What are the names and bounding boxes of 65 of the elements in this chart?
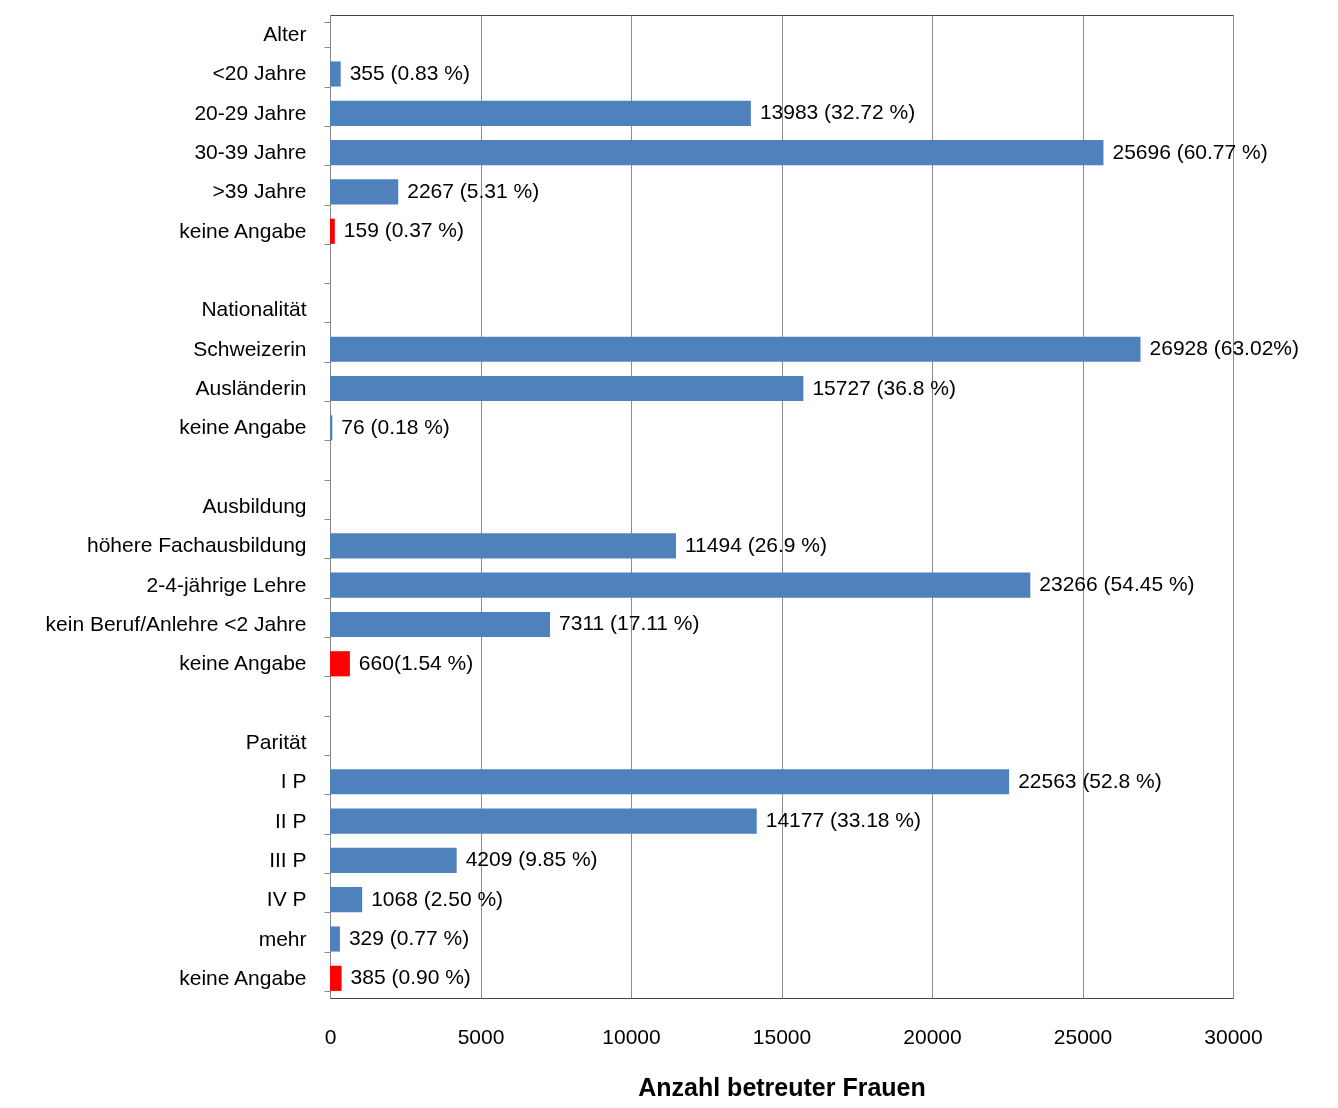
x-tick-label: 30000 [1204,1024,1263,1048]
data-label: 329 (0.77 %) [348,926,470,950]
data-label: 1068 (2.50 %) [371,886,504,910]
y-tick-label: keine Angabe [179,415,307,439]
bar [330,651,350,677]
bar [330,218,335,244]
bar [330,61,341,87]
y-tick-label: keine Angabe [179,218,307,242]
bar [330,336,1141,362]
y-tick-label: höhere Fachausbildung [87,533,307,557]
x-tick-label: 5000 [457,1024,505,1048]
data-label: 14177 (33.18 %) [765,808,922,832]
data-label: 22563 (52.8 %) [1018,768,1162,792]
y-tick-label: Schweizerin [193,336,307,360]
x-tick-label: 15000 [752,1024,812,1048]
data-label: 23266 (54.45 %) [1039,572,1195,596]
bar [330,887,363,913]
y-tick-label: <20 Jahre [212,61,307,85]
bar [330,808,757,834]
y-tick-label: I P [280,769,307,793]
bar [330,533,676,559]
data-label: 385 (0.90 %) [350,965,471,989]
x-axis-title: Anzahl betreuter Frauen [638,1072,926,1101]
bar [330,611,551,638]
data-label: 76 (0.18 %) [341,414,450,438]
y-tick-label: II P [274,808,307,832]
data-label: 25696 (60.77 %) [1112,139,1268,163]
y-tick-label: Parität [245,729,307,753]
y-tick-label: mehr [258,926,307,950]
y-tick-label: Ausbildung [202,494,307,517]
y-tick-label: keine Angabe [179,965,307,989]
y-tick-label: 20-29 Jahre [194,100,307,124]
bar [330,769,1010,795]
y-tick-label: Nationalität [201,297,307,321]
y-tick-label: Alter [263,22,307,46]
y-tick-label: IV P [266,887,307,911]
x-tick-label: 0 [324,1024,337,1048]
y-tick-label: Ausländerin [195,376,307,400]
x-tick-label: 20000 [903,1024,962,1048]
data-label: 11494 (26.9 %) [684,532,828,556]
data-label: 15727 (36.8 %) [812,375,956,399]
data-label: 4209 (9.85 %) [465,847,598,871]
bar [330,965,342,991]
y-tick-label: >39 Jahre [212,179,307,203]
y-tick-label: keine Angabe [179,651,307,675]
y-tick-label: 30-39 Jahre [194,140,307,164]
bar [330,572,1031,598]
data-label: 7311 (17.11 %) [559,611,700,635]
data-label: 159 (0.37 %) [343,218,465,242]
bar [330,100,751,126]
bar [330,140,1104,166]
data-label: 26928 (63.02%) [1149,336,1299,360]
bar [330,179,399,205]
bar [330,847,457,873]
y-tick-label: III P [269,847,307,871]
x-tick-label: 10000 [602,1024,661,1048]
y-tick-label: kein Beruf/Anlehre <2 Jahre [45,611,307,635]
x-tick-label: 25000 [1053,1024,1113,1048]
bar [330,926,340,952]
data-label: 355 (0.83 %) [349,60,470,84]
data-label: 660(1.54 %) [358,650,474,674]
y-tick-label: 2-4-jährige Lehre [146,572,307,596]
bar [330,375,804,402]
data-label: 13983 (32.72 %) [759,100,916,124]
data-label: 2267 (5.31 %) [407,178,540,202]
